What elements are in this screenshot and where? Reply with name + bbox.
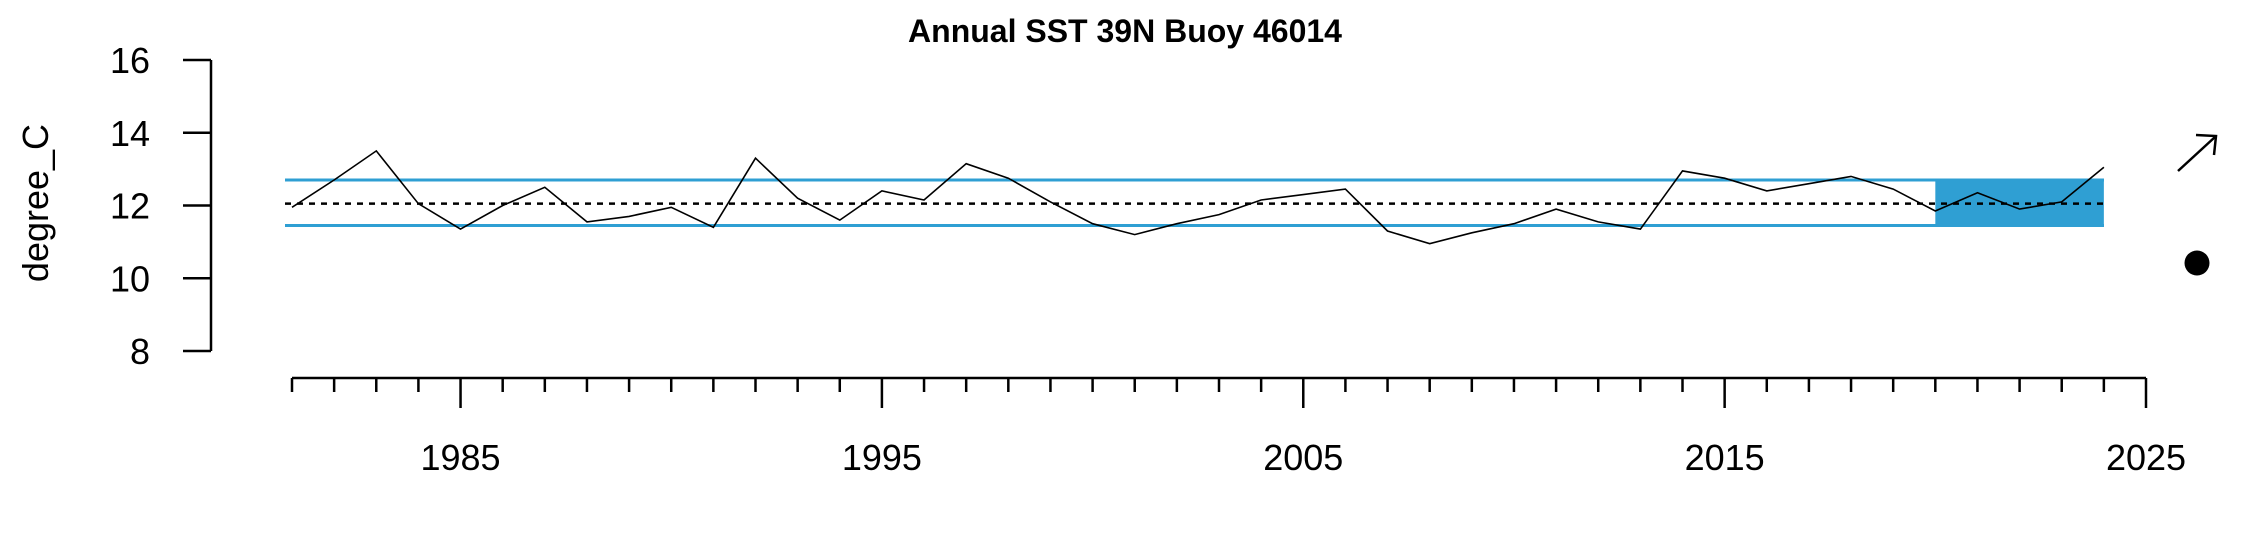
x-tick-label-2015: 2015 — [1685, 437, 1765, 478]
y-tick-label-8: 8 — [130, 331, 150, 372]
y-tick-label-16: 16 — [110, 40, 150, 81]
chart-title: Annual SST 39N Buoy 46014 — [908, 13, 1342, 49]
y-tick-label-10: 10 — [110, 258, 150, 299]
x-tick-label-2025: 2025 — [2106, 437, 2186, 478]
y-axis: 8 10 12 14 16 — [110, 40, 213, 372]
x-tick-label-1985: 1985 — [420, 437, 500, 478]
y-tick-label-14: 14 — [110, 113, 150, 154]
x-tick-label-2005: 2005 — [1263, 437, 1343, 478]
summary-symbols — [2177, 133, 2218, 276]
y-axis-label: degree_C — [15, 124, 56, 282]
x-tick-label-1995: 1995 — [842, 437, 922, 478]
sst-series-line — [291, 149, 2105, 245]
status-dot-icon — [2184, 250, 2210, 276]
trend-arrow-icon — [2177, 136, 2216, 172]
trend-arrowhead-icon — [2195, 133, 2218, 156]
sd-band-group — [285, 178, 2104, 228]
x-axis: 1985 1995 2005 2015 2025 — [290, 376, 2186, 478]
y-tick-label-12: 12 — [110, 186, 150, 227]
series-group — [291, 149, 2105, 245]
